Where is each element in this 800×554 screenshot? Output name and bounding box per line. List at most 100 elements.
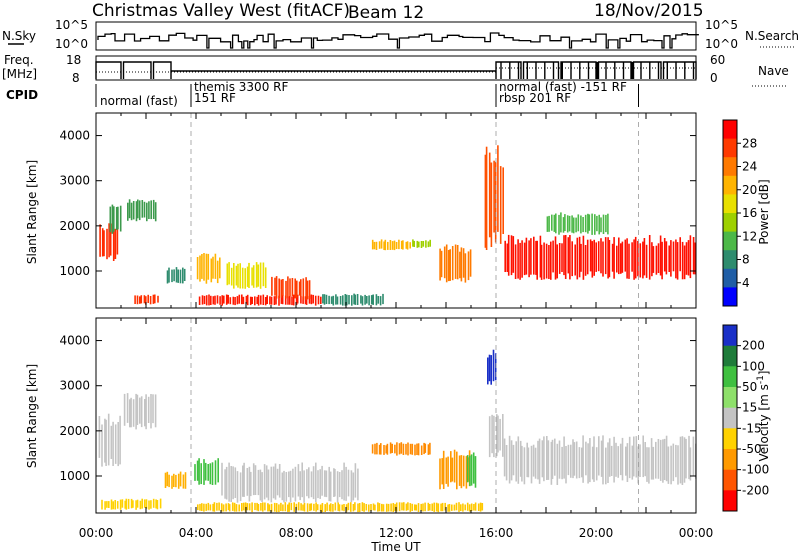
power-scatter-cell (540, 244, 543, 280)
power-scatter-cell (467, 251, 470, 281)
freq-label-1: Freq. (4, 53, 34, 67)
power-scatter-patch (546, 212, 609, 235)
velocity-scatter-cell (352, 504, 355, 512)
power-scatter-cell (375, 294, 378, 306)
velocity-scatter-cell (420, 503, 422, 511)
power-scatter-cell (269, 296, 271, 305)
power-scatter-cell (210, 295, 212, 305)
power-scatter-patch (134, 294, 159, 305)
velocity-scatter-cell (453, 504, 456, 511)
velocity-scatter-cell (207, 464, 209, 481)
velocity-scatter-cell (212, 503, 214, 512)
velocity-scatter (98, 349, 697, 513)
power-scatter-cell (375, 241, 378, 250)
velocity-scatter-cell (238, 504, 240, 512)
power-scatter-cell (568, 215, 571, 232)
power-scatter-cell (271, 276, 273, 296)
power-scatter-cell (616, 245, 618, 273)
velocity-scatter-cell (635, 436, 638, 478)
velocity-scatter-cell (345, 466, 347, 501)
power-scatter-cell (460, 247, 463, 282)
velocity-scatter-cell (417, 503, 420, 512)
power-scatter-cell (546, 216, 549, 232)
power-scatter-cell (228, 262, 230, 285)
velocity-scatter-cell (675, 444, 677, 478)
colorbar-swatch (723, 268, 737, 288)
velocity-scatter-cell (265, 465, 268, 498)
velocity-scatter-cell (435, 502, 438, 512)
velocity-scatter-cell (135, 393, 137, 430)
velocity-scatter-cell (474, 456, 477, 488)
velocity-ytick-label: 3000 (59, 379, 90, 393)
velocity-scatter-cell (380, 443, 382, 455)
velocity-scatter-cell (106, 501, 108, 508)
velocity-scatter-cell (650, 438, 653, 480)
velocity-scatter-cell (407, 442, 409, 456)
power-scatter-cell (405, 241, 408, 249)
velocity-scatter-cell (631, 445, 634, 480)
power-scatter-cell (558, 243, 561, 274)
colorbar-swatch (723, 231, 737, 251)
power-scatter-cell (308, 295, 311, 304)
power-scatter-patch (127, 199, 157, 222)
velocity-scatter-cell (565, 446, 567, 484)
velocity-scatter-cell (633, 436, 635, 477)
cpid-label: CPID (6, 88, 38, 102)
power-scatter-cell (548, 245, 550, 279)
velocity-scatter-cell (387, 503, 390, 512)
velocity-scatter-cell (600, 440, 603, 477)
power-scatter-cell (305, 296, 308, 305)
power-scatter-cell (553, 214, 556, 232)
velocity-scatter-cell (652, 446, 655, 480)
colorbar-tick-label: 20 (742, 183, 757, 197)
velocity-scatter-cell (184, 472, 187, 489)
power-cbar-label: Power [dB] (757, 179, 771, 244)
power-scatter-cell (377, 296, 380, 304)
velocity-scatter-cell (179, 471, 182, 487)
time-tick-label: 20:00 (579, 526, 614, 540)
velocity-scatter-cell (224, 469, 226, 499)
velocity-scatter-cell (306, 469, 308, 497)
velocity-scatter-cell (316, 504, 319, 511)
power-scatter-cell (282, 279, 284, 296)
velocity-scatter-cell (315, 502, 317, 512)
power-scatter-cell (364, 294, 366, 305)
colorbar-swatch (723, 345, 737, 367)
power-scatter-cell (604, 237, 607, 275)
velocity-scatter-cell (655, 441, 657, 479)
power-scatter-cell (235, 265, 238, 286)
velocity-scatter-cell (321, 503, 324, 513)
power-scatter-cell (285, 280, 287, 299)
power-scatter-cell (291, 296, 293, 306)
velocity-scatter-cell (395, 502, 398, 512)
velocity-scatter-cell (488, 416, 491, 458)
velocity-scatter-cell (447, 456, 449, 487)
velocity-scatter-cell (534, 447, 537, 479)
velocity-scatter-cell (159, 498, 162, 509)
power-scatter-cell (298, 281, 301, 296)
velocity-scatter-cell (429, 442, 431, 455)
power-scatter-cell (418, 241, 420, 248)
velocity-scatter-cell (424, 502, 426, 512)
velocity-scatter-cell (521, 445, 523, 482)
velocity-scatter-cell (563, 436, 565, 479)
velocity-scatter-cell (381, 503, 383, 512)
power-scatter-cell (152, 199, 155, 219)
velocity-scatter-cell (222, 504, 225, 512)
power-scatter-cell (275, 296, 277, 305)
velocity-scatter-cell (374, 504, 376, 511)
velocity-scatter-cell (303, 470, 305, 503)
power-scatter-cell (335, 294, 337, 305)
power-scatter-cell (398, 239, 400, 250)
velocity-scatter-cell (225, 466, 228, 500)
velocity-scatter-cell (670, 445, 672, 485)
nsearch-tick-top: 10^5 (705, 18, 738, 32)
velocity-scatter-cell (532, 444, 535, 477)
velocity-scatter-cell (692, 436, 695, 476)
power-scatter-cell (574, 244, 576, 276)
velocity-scatter-cell (411, 443, 414, 455)
velocity-scatter-cell (385, 445, 387, 454)
velocity-scatter-cell (241, 503, 243, 512)
velocity-scatter-cell (508, 435, 511, 484)
velocity-scatter-cell (135, 500, 137, 510)
